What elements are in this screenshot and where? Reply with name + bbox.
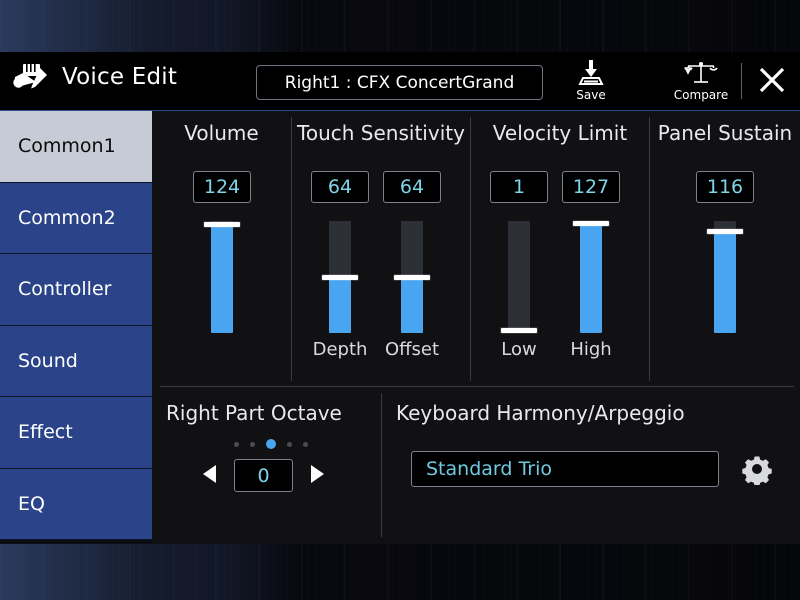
sidebar-item-label: Common2 [18, 206, 116, 229]
touch-depth-slider[interactable] [322, 221, 358, 333]
sidebar-item-label: Controller [18, 278, 112, 301]
group-volume: Volume 124 [152, 111, 291, 386]
octave-dot [266, 439, 276, 449]
group-divider [649, 117, 650, 381]
group-divider [470, 117, 471, 381]
sidebar-item-label: Sound [18, 349, 78, 372]
group-title: Volume [184, 121, 259, 145]
close-button[interactable] [755, 66, 789, 98]
octave-stepper[interactable]: 0 [199, 459, 328, 492]
slider-track-empty [714, 221, 736, 231]
parameter-groups-row: Volume 124 Touch Sensitivity 64 Depth 64… [152, 111, 800, 386]
slider-track-empty [508, 221, 530, 333]
touch-offset-slider[interactable] [394, 221, 430, 333]
slider-handle[interactable] [394, 275, 430, 280]
sidebar-item-controller[interactable]: Controller [0, 254, 152, 326]
compare-button[interactable]: Compare [666, 60, 736, 101]
slider-handle[interactable] [573, 221, 609, 226]
group-velocity-limit: Velocity Limit 1 Low 127 High [471, 111, 649, 386]
header-divider [741, 63, 742, 99]
touch-offset-label: Offset [384, 339, 440, 360]
save-icon [576, 60, 606, 87]
section-divider [160, 386, 794, 387]
group-touch-sensitivity: Touch Sensitivity 64 Depth 64 Offset [292, 111, 470, 386]
slider-track-fill [329, 277, 351, 333]
sidebar: Common1 Common2 Controller Sound Effect … [0, 111, 152, 544]
page-title: Voice Edit [62, 64, 178, 90]
sidebar-item-common2[interactable]: Common2 [0, 182, 152, 254]
sidebar-item-label: EQ [18, 492, 45, 515]
harmony-settings-button[interactable] [741, 453, 773, 486]
touch-depth-label: Depth [312, 339, 368, 360]
close-icon [757, 65, 787, 99]
velocity-low-label: Low [501, 339, 537, 360]
sidebar-item-sound[interactable]: Sound [0, 325, 152, 397]
group-panel-sustain: Panel Sustain 116 [650, 111, 800, 386]
velocity-low-slider[interactable] [501, 221, 537, 333]
gear-icon [741, 456, 773, 489]
slider-handle[interactable] [707, 229, 743, 234]
octave-dot [303, 441, 308, 447]
slider-track-fill [714, 231, 736, 333]
slider-track-empty [329, 221, 351, 277]
group-divider [291, 117, 292, 381]
touch-depth-value[interactable]: 64 [311, 171, 369, 203]
group-title: Touch Sensitivity [297, 121, 465, 145]
group-title: Panel Sustain [657, 121, 793, 145]
velocity-high-slider[interactable] [573, 221, 609, 333]
compare-label: Compare [673, 88, 729, 102]
octave-prev-button[interactable] [199, 463, 221, 489]
balance-scale-icon [684, 60, 718, 87]
touch-offset-value[interactable]: 64 [383, 171, 441, 203]
triangle-right-icon [308, 463, 326, 489]
keyboard-pencil-icon [10, 60, 52, 94]
voice-name-field[interactable]: Right1 : CFX ConcertGrand [256, 65, 543, 100]
sidebar-item-label: Common1 [18, 135, 116, 158]
slider-track-empty [401, 221, 423, 277]
bottom-row: Right Part Octave 0 [152, 387, 800, 544]
octave-dot [287, 441, 292, 447]
octave-value[interactable]: 0 [234, 459, 293, 492]
group-title: Velocity Limit [492, 121, 628, 145]
harmony-type-field[interactable]: Standard Trio [411, 451, 719, 487]
velocity-low-value[interactable]: 1 [490, 171, 548, 203]
slider-track-fill [211, 224, 233, 333]
volume-slider[interactable] [204, 221, 240, 333]
octave-position-dots [234, 439, 308, 449]
volume-value[interactable]: 124 [193, 171, 251, 203]
triangle-left-icon [201, 463, 219, 489]
slider-handle[interactable] [501, 328, 537, 333]
sidebar-item-label: Effect [18, 421, 73, 444]
velocity-high-value[interactable]: 127 [562, 171, 620, 203]
save-label: Save [576, 88, 606, 102]
slider-handle[interactable] [322, 275, 358, 280]
sidebar-item-eq[interactable]: EQ [0, 468, 152, 540]
octave-next-button[interactable] [306, 463, 328, 489]
slider-track-fill [580, 221, 602, 333]
octave-title: Right Part Octave [166, 401, 342, 425]
sidebar-item-common1[interactable]: Common1 [0, 111, 152, 183]
harmony-title: Keyboard Harmony/Arpeggio [396, 401, 685, 425]
sidebar-item-effect[interactable]: Effect [0, 397, 152, 469]
octave-dot [234, 441, 239, 447]
content-area: Volume 124 Touch Sensitivity 64 Depth 64… [152, 111, 800, 544]
bottom-divider [381, 393, 382, 537]
title-area: Voice Edit [10, 60, 177, 94]
slider-track-fill [401, 277, 423, 333]
octave-dot [250, 441, 255, 447]
save-button[interactable]: Save [556, 60, 626, 101]
panel-header: Voice Edit Right1 : CFX ConcertGrand Sav… [0, 52, 800, 111]
panel-sustain-slider[interactable] [707, 221, 743, 333]
panel-sustain-value[interactable]: 116 [696, 171, 754, 203]
velocity-high-label: High [570, 339, 612, 360]
voice-edit-panel: Voice Edit Right1 : CFX ConcertGrand Sav… [0, 52, 800, 544]
slider-handle[interactable] [204, 222, 240, 227]
